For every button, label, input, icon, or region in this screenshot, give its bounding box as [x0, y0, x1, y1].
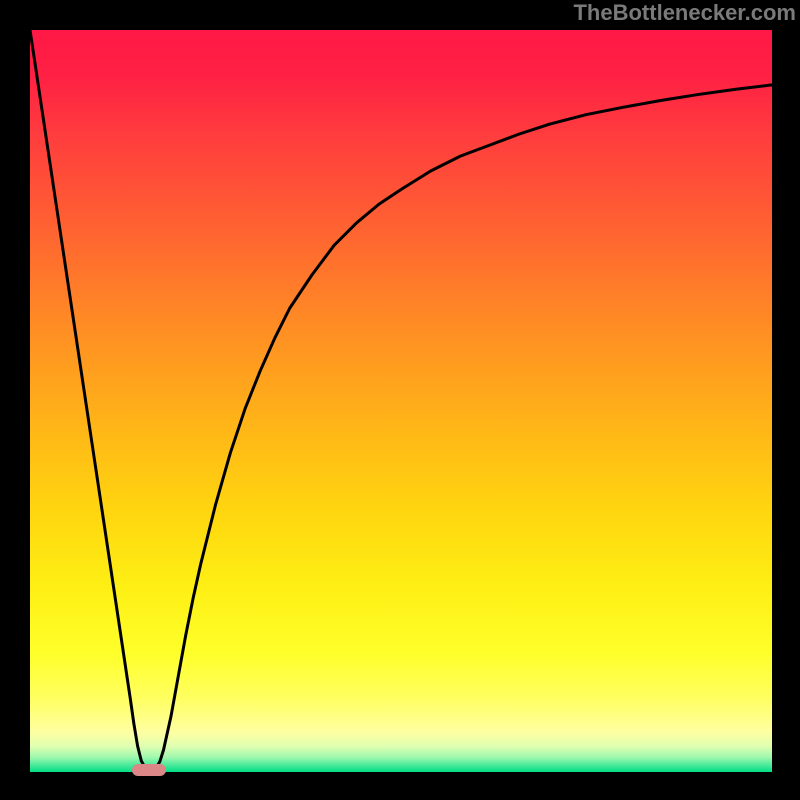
optimal-marker	[132, 764, 166, 776]
chart-container: TheBottlenecker.com	[0, 0, 800, 800]
watermark-text: TheBottlenecker.com	[573, 0, 796, 26]
plot-area	[30, 30, 772, 772]
